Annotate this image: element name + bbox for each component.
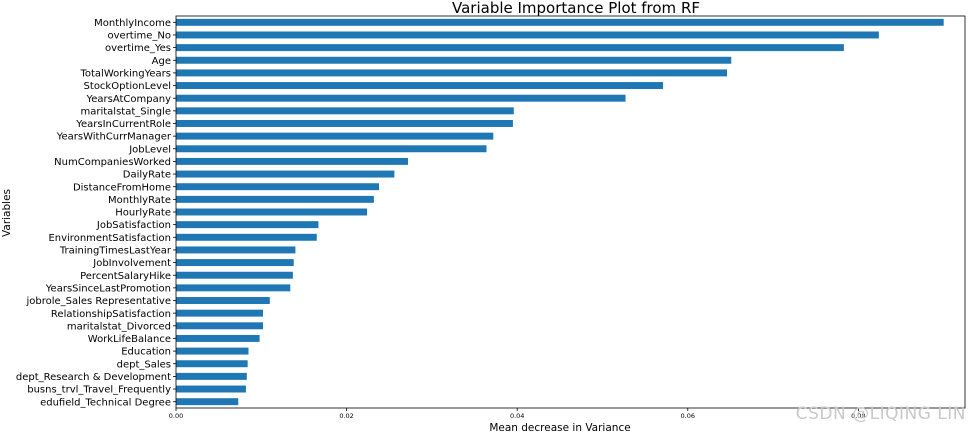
y-tick-label: MonthlyRate bbox=[108, 195, 171, 206]
bar bbox=[176, 170, 395, 178]
y-tick-label: maritalstat_Single bbox=[80, 106, 171, 117]
y-tick-label: JobSatisfaction bbox=[96, 220, 171, 231]
y-tick-label: PercentSalaryHike bbox=[80, 271, 171, 282]
x-tick-label: 0.04 bbox=[510, 412, 524, 420]
y-tick-label: YearsAtCompany bbox=[85, 94, 171, 105]
bar bbox=[176, 347, 249, 355]
bar bbox=[176, 44, 844, 52]
y-tick-label: HourlyRate bbox=[115, 208, 171, 219]
bar bbox=[176, 271, 293, 279]
x-tick-label: 0.06 bbox=[681, 412, 695, 420]
y-tick-label: Education bbox=[121, 347, 171, 358]
bar bbox=[176, 183, 380, 191]
bar bbox=[176, 360, 248, 368]
y-tick-label: JobLevel bbox=[128, 144, 171, 155]
bar bbox=[176, 120, 513, 127]
y-tick-label: Age bbox=[152, 56, 171, 67]
y-tick-label: busns_trvl_Travel_Frequently bbox=[27, 385, 171, 396]
y-tick-label: StockOptionLevel bbox=[84, 81, 171, 92]
y-tick-label: TotalWorkingYears bbox=[79, 69, 171, 80]
y-tick-label: dept_Sales bbox=[117, 359, 171, 370]
bar bbox=[176, 284, 291, 292]
watermark: CSDN @LIQING LIN bbox=[795, 404, 966, 424]
bar bbox=[176, 221, 319, 229]
bar bbox=[176, 31, 879, 39]
y-tick-label: WorkLifeBalance bbox=[88, 334, 171, 345]
x-tick-label: 0.00 bbox=[169, 412, 183, 420]
chart-title: Variable Importance Plot from RF bbox=[452, 0, 700, 17]
y-tick-label: edufield_Technical Degree bbox=[40, 397, 171, 408]
y-axis-label: Variables bbox=[1, 189, 13, 237]
y-tick-label: jobrole_Sales Representative bbox=[25, 296, 171, 307]
bar bbox=[176, 334, 260, 342]
y-tick-label: maritalstat_Divorced bbox=[67, 321, 171, 332]
y-tick-label: YearsWithCurrManager bbox=[56, 132, 172, 143]
y-tick-label: DailyRate bbox=[123, 170, 171, 181]
y-tick-label: NumCompaniesWorked bbox=[54, 157, 171, 168]
bar bbox=[176, 18, 944, 26]
y-tick-label: YearsInCurrentRole bbox=[75, 119, 171, 130]
x-tick-label: 0.08 bbox=[851, 412, 865, 420]
bar bbox=[176, 372, 247, 380]
bar bbox=[176, 322, 263, 330]
y-tick-label: DistanceFromHome bbox=[73, 182, 171, 193]
bar bbox=[176, 82, 664, 90]
bar bbox=[176, 208, 368, 216]
bar bbox=[176, 94, 626, 102]
bar bbox=[176, 56, 732, 64]
bar bbox=[176, 398, 239, 406]
y-tick-label: JobInvolvement bbox=[92, 258, 171, 269]
y-tick-label: dept_Research & Development bbox=[16, 372, 171, 383]
bar bbox=[176, 259, 294, 267]
bar bbox=[176, 107, 514, 115]
y-tick-label: EnvironmentSatisfaction bbox=[48, 233, 171, 244]
axes-frame bbox=[175, 15, 966, 409]
bar bbox=[176, 69, 728, 77]
bar bbox=[176, 297, 270, 304]
bar bbox=[176, 132, 494, 140]
bar bbox=[176, 145, 487, 153]
bar bbox=[176, 233, 317, 241]
x-tick-label: 0.02 bbox=[339, 412, 353, 420]
bar bbox=[176, 309, 263, 317]
y-tick-label: MonthlyIncome bbox=[94, 18, 171, 29]
y-tick-label: overtime_No bbox=[108, 31, 172, 42]
y-tick-label: TrainingTimesLastYear bbox=[59, 246, 172, 257]
bar bbox=[176, 157, 409, 165]
bar bbox=[176, 195, 374, 203]
y-tick-label: YearsSinceLastPromotion bbox=[45, 283, 171, 294]
bar bbox=[176, 246, 296, 254]
y-tick-label: overtime_Yes bbox=[105, 43, 171, 54]
y-tick-label: RelationshipSatisfaction bbox=[51, 309, 171, 320]
bar bbox=[176, 385, 246, 393]
x-axis-label: Mean decrease in Variance bbox=[489, 422, 630, 434]
